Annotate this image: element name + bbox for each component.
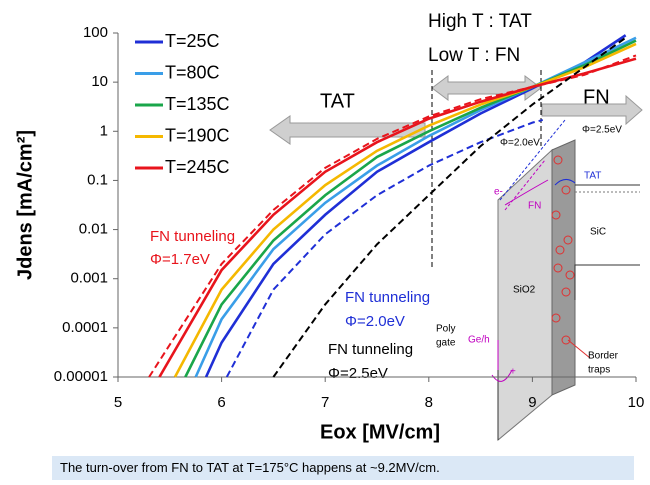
inset-label: Ge/h [468,335,490,346]
inset-label: TAT [584,171,601,182]
y-tick-label: 100 [83,24,108,41]
inset-label: + [510,367,516,378]
inset-label: SiC [590,227,606,238]
x-tick-label: 8 [425,394,433,411]
annotation: FN [583,86,610,108]
inset-labels: Φ=2.0eV Φ=2.5eV TAT e- FN SiC SiO2 Poly … [436,125,622,378]
inset-label: e- [494,187,503,198]
inset-label: Border [588,351,619,362]
pointer [567,339,591,359]
series-line [148,54,637,378]
x-tick-label: 6 [217,394,225,411]
x-tick-label: 5 [114,394,122,411]
caption: The turn-over from FN to TAT at T=175°C … [52,456,634,480]
y-tick-label: 1 [100,122,108,139]
tat-arrow [554,179,576,186]
barrier-line [499,119,566,201]
annotation: Φ=1.7eV [150,251,210,268]
series-line [272,36,627,378]
y-axis-label: Jdens [mA/cm²] [14,130,36,280]
annotation: Low T : FN [428,45,520,66]
y-tick-label: 0.001 [70,270,108,287]
inset-diagram [491,119,640,442]
inset-label: Φ=2.5eV [582,125,622,136]
inset-label: Poly [436,324,455,335]
legend-label: T=80C [165,62,220,82]
border-trap-layer [551,139,576,396]
annotation: Φ=2.5eV [328,365,388,382]
fn-arrow [504,179,549,206]
band-edge [574,264,640,300]
x-tick-label: 9 [528,394,536,411]
inset-label: gate [436,338,456,349]
inset-label: FN [528,201,541,212]
annotation: TAT [320,90,355,112]
annotation: High T : TAT [428,11,532,32]
annotation: Φ=2.0eV [345,313,405,330]
traps [551,155,575,345]
inset-label: Φ=2.0eV [500,138,540,149]
y-tick-label: 0.01 [79,221,108,238]
series-line [173,42,637,378]
chart: High T : TAT Low T : FN TAT FN FN tunnel… [14,11,645,443]
y-tick-label: 0.00001 [54,368,108,385]
annotation: FN tunneling [150,228,235,245]
series-line [158,57,637,378]
x-tick-label: 10 [628,394,645,411]
inset-label: SiO2 [513,285,536,296]
legend-label: T=25C [165,31,220,51]
annotation: FN tunneling [328,341,413,358]
series-line [225,118,544,378]
y-tick-label: 0.0001 [62,319,108,336]
barrier-line [504,159,546,211]
x-axis-label: Eox [MV/cm] [320,421,440,443]
y-tick-label: 10 [91,73,108,90]
inset-label: traps [588,365,610,376]
legend-label: T=135C [165,94,230,114]
fn-arrow [541,94,643,126]
legend-label: T=245C [165,157,230,177]
legend-label: T=190C [165,125,230,145]
annotation: FN tunneling [345,289,430,306]
x-tick-label: 7 [321,394,329,411]
y-tick-label: 0.1 [87,171,108,188]
